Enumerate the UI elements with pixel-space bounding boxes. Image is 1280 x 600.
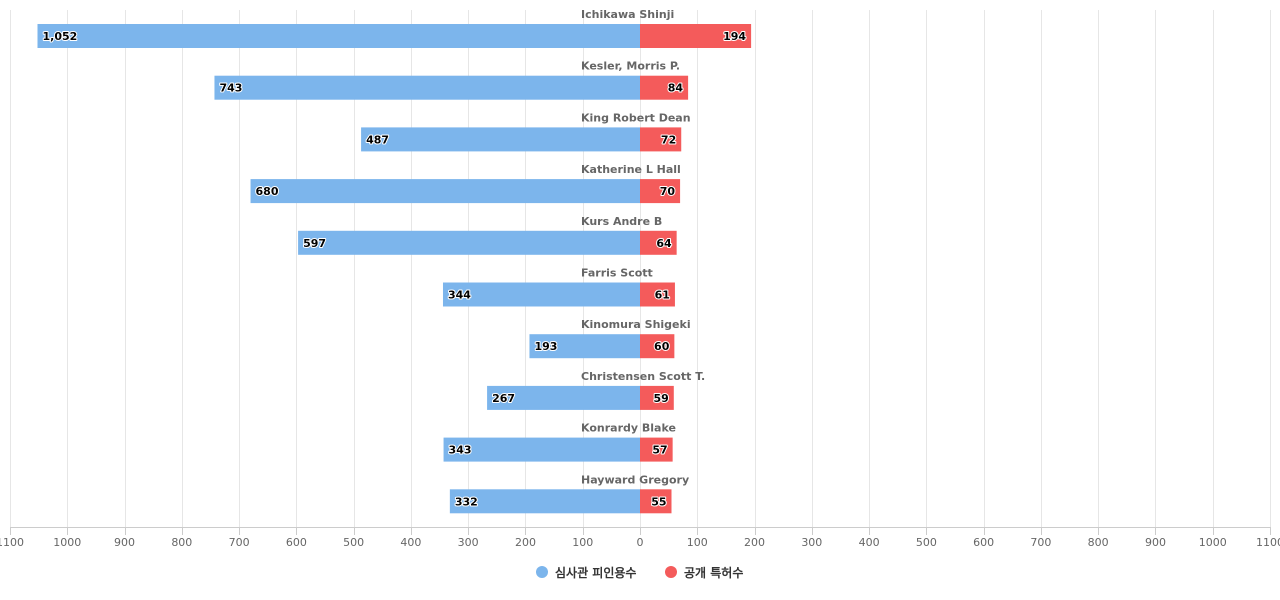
x-tick-label: 300 — [458, 536, 479, 549]
x-tick-label: 1000 — [53, 536, 81, 549]
category-label: Katherine L Hall — [581, 163, 681, 176]
category-label: Kurs Andre B — [581, 215, 662, 228]
legend-item-left-series[interactable]: 심사관 피인용수 — [536, 565, 636, 580]
bar-right-series[interactable] — [640, 24, 752, 48]
legend-label-left-series: 심사관 피인용수 — [555, 565, 636, 580]
bar-right-series[interactable] — [640, 437, 673, 462]
category-label: King Robert Dean — [581, 111, 691, 124]
data-label-left-series: 487 — [366, 133, 389, 146]
x-tick-label: 200 — [744, 536, 765, 549]
legend: 심사관 피인용수 공개 특허수 — [536, 565, 743, 580]
x-tick-label: 100 — [572, 536, 593, 549]
category-label: Ichikawa Shinji — [581, 8, 674, 21]
x-tick-label: 500 — [916, 536, 937, 549]
data-label-right-series: 194 — [723, 30, 746, 43]
category-label: Konrardy Blake — [581, 422, 676, 435]
legend-label-right-series: 공개 특허수 — [684, 565, 743, 580]
x-tick-label: 900 — [1145, 536, 1166, 549]
category-label: Hayward Gregory — [581, 473, 689, 486]
bar-right-series[interactable] — [640, 75, 689, 100]
bar-right-series[interactable] — [640, 282, 675, 307]
data-label-right-series: 59 — [653, 392, 668, 405]
data-label-left-series: 680 — [256, 185, 279, 198]
bar-right-series[interactable] — [640, 385, 674, 410]
x-tick-label: 200 — [515, 536, 536, 549]
bar-right-series[interactable] — [640, 489, 672, 514]
data-label-right-series: 64 — [656, 237, 672, 250]
bar-left-series[interactable] — [442, 282, 640, 307]
bar-right-series[interactable] — [640, 334, 675, 359]
x-tick-label: 100 — [687, 536, 708, 549]
data-label-left-series: 597 — [303, 237, 326, 250]
x-tick-label: 400 — [859, 536, 880, 549]
bars — [37, 24, 752, 514]
category-label: Kinomura Shigeki — [581, 318, 691, 331]
x-tick-label: 1100 — [0, 536, 24, 549]
data-label-right-series: 57 — [652, 444, 667, 457]
bar-left-series[interactable] — [529, 334, 640, 359]
data-label-right-series: 60 — [654, 340, 670, 353]
data-label-left-series: 343 — [449, 444, 472, 457]
bar-right-series[interactable] — [640, 127, 682, 152]
data-label-right-series: 72 — [661, 133, 676, 146]
x-tick-label: 800 — [171, 536, 192, 549]
data-label-left-series: 193 — [534, 340, 557, 353]
bar-left-series[interactable] — [487, 385, 640, 410]
data-label-right-series: 55 — [651, 495, 666, 508]
x-tick-label: 600 — [973, 536, 994, 549]
data-label-left-series: 332 — [455, 495, 478, 508]
x-tick-label: 500 — [343, 536, 364, 549]
x-tick-label: 800 — [1088, 536, 1109, 549]
category-label: Kesler, Morris P. — [581, 60, 680, 73]
x-tick-label: 1000 — [1199, 536, 1227, 549]
bar-right-series[interactable] — [640, 179, 681, 204]
data-label-left-series: 267 — [492, 392, 515, 405]
data-label-right-series: 61 — [655, 289, 670, 302]
legend-item-right-series[interactable]: 공개 특허수 — [665, 565, 743, 580]
x-tick-label: 400 — [400, 536, 421, 549]
x-tick-label: 0 — [637, 536, 644, 549]
data-label-left-series: 1,052 — [42, 30, 77, 43]
category-label: Farris Scott — [581, 267, 653, 280]
legend-marker-right-series — [665, 566, 677, 578]
bar-left-series[interactable] — [443, 437, 640, 462]
bar-left-series[interactable] — [37, 24, 641, 48]
x-axis-ticks: 1100100090080070060050040030020010001002… — [0, 527, 1280, 549]
x-tick-label: 700 — [229, 536, 250, 549]
x-tick-label: 900 — [114, 536, 135, 549]
legend-marker-left-series — [536, 566, 548, 578]
bar-left-series[interactable] — [250, 179, 640, 204]
x-tick-label: 600 — [286, 536, 307, 549]
data-label-right-series: 70 — [660, 185, 676, 198]
bar-left-series[interactable] — [214, 75, 641, 100]
category-labels: Ichikawa Shinji Kesler, Morris P. King Rob… — [581, 8, 705, 486]
data-label-right-series: 84 — [668, 82, 684, 95]
x-tick-label: 1100 — [1256, 536, 1280, 549]
bar-left-series[interactable] — [449, 489, 640, 514]
bar-right-series[interactable] — [640, 230, 677, 255]
bar-left-series[interactable] — [298, 230, 640, 255]
category-label: Christensen Scott T. — [581, 370, 705, 383]
bar-left-series[interactable] — [361, 127, 640, 152]
data-labels: 1,052 194 743 84 487 72 680 70 597 64 344 61 193 60 26… — [41, 29, 747, 509]
data-label-left-series: 743 — [219, 82, 242, 95]
x-tick-label: 700 — [1030, 536, 1051, 549]
x-tick-label: 300 — [801, 536, 822, 549]
data-label-left-series: 344 — [448, 289, 471, 302]
